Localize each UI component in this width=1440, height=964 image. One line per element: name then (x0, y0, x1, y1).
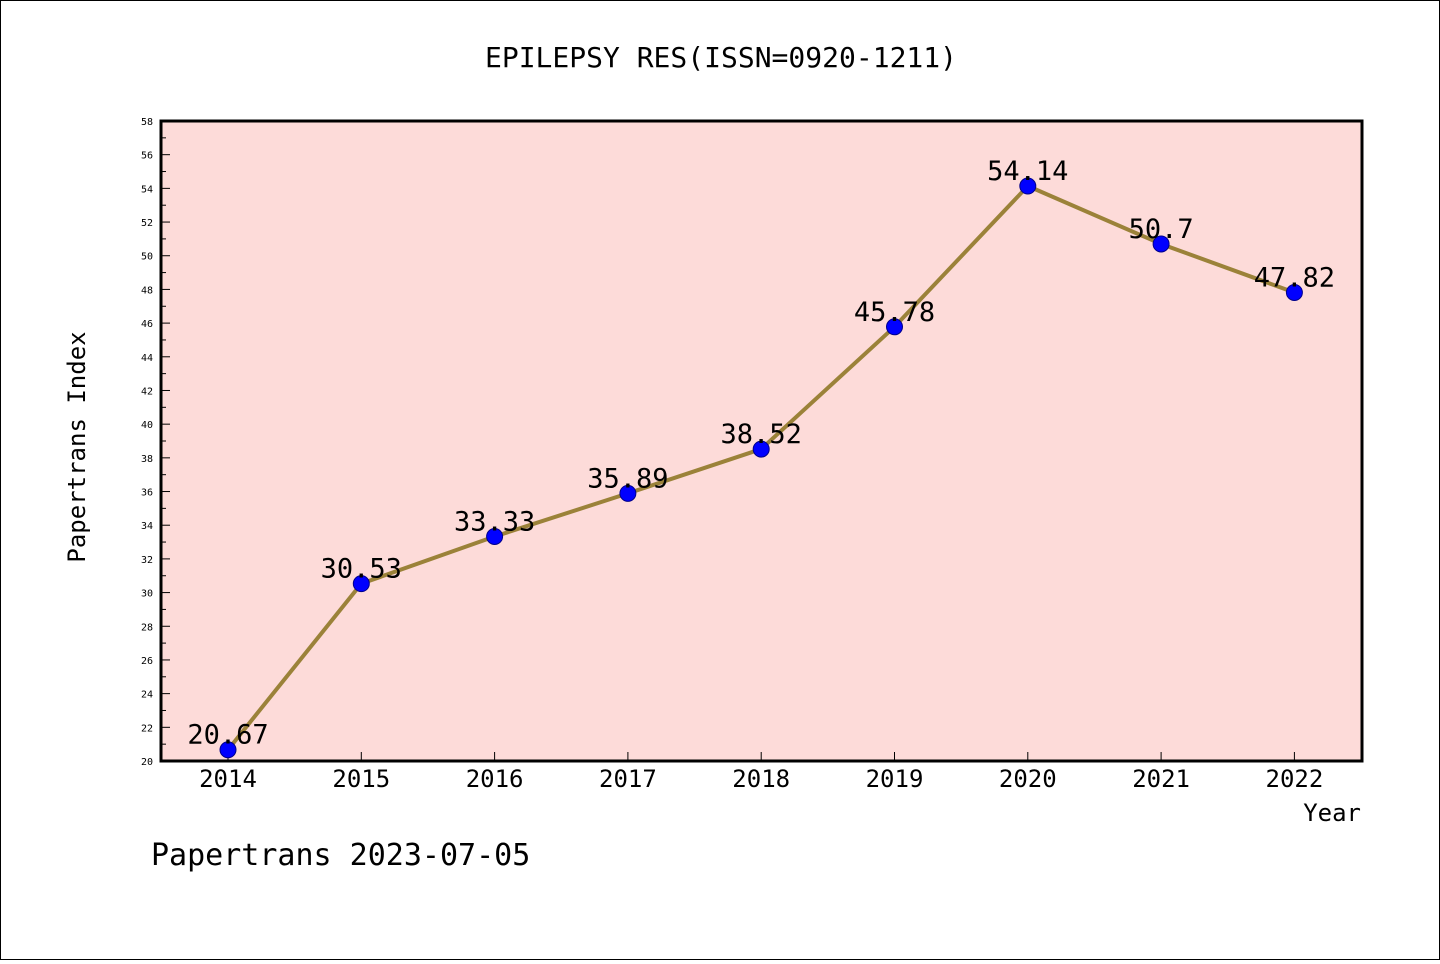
y-tick-label: 48 (141, 285, 153, 296)
data-label: 54.14 (987, 156, 1068, 187)
y-tick-label: 36 (141, 488, 153, 499)
y-tick-label: 22 (141, 723, 153, 734)
y-tick-label: 50 (141, 252, 153, 263)
data-label: 47.82 (1254, 262, 1335, 293)
data-point-marker (219, 741, 237, 759)
data-label: 35.89 (587, 463, 668, 494)
data-point-marker (752, 440, 770, 458)
x-tick-label: 2019 (866, 765, 924, 793)
y-tick-label: 38 (141, 454, 153, 465)
y-tick-label: 30 (141, 589, 153, 600)
data-label: 38.52 (721, 419, 802, 450)
y-tick-label: 52 (141, 218, 153, 229)
y-tick-label: 42 (141, 386, 153, 397)
x-axis-ticks: 2014 2015 2016 2017 2018 2019 2020 2021 2022 (199, 752, 1323, 793)
footer-text: Papertrans 2023-07-05 (151, 838, 530, 873)
data-label: 33.33 (454, 506, 535, 537)
data-point-marker (886, 318, 903, 336)
x-tick-label: 2016 (466, 765, 524, 793)
data-label: 30.53 (321, 554, 402, 585)
y-tick-label: 44 (141, 353, 153, 364)
x-tick-label: 2014 (199, 765, 257, 793)
chart-title: EPILEPSY RES(ISSN=0920-1211) (485, 41, 957, 74)
data-point-marker (1285, 283, 1303, 301)
y-tick-label: 54 (141, 184, 153, 195)
data-point-marker (619, 484, 637, 502)
x-tick-label: 2021 (1132, 765, 1190, 793)
data-label: 45.78 (854, 297, 935, 328)
data-point-marker (1152, 235, 1170, 253)
data-label: 20.67 (187, 720, 268, 751)
y-axis-label: Papertrans Index (63, 331, 91, 562)
x-tick-label: 2015 (332, 765, 390, 793)
data-point-marker (486, 527, 504, 545)
data-point-marker (352, 575, 370, 593)
y-axis-ticks: 20 22 24 26 28 30 32 34 36 38 40 42 44 46 48 50 52 54 56 58 (141, 117, 170, 768)
x-tick-label: 2018 (732, 765, 790, 793)
y-tick-label: 56 (141, 151, 153, 162)
y-tick-label: 24 (141, 690, 153, 701)
data-labels: 20.67 30.53 33.33 35.89 38.52 45.78 54.14 50.7 4… (187, 156, 1335, 751)
y-tick-label: 40 (141, 420, 153, 431)
x-tick-label: 2020 (999, 765, 1057, 793)
data-label: 50.7 (1129, 214, 1194, 245)
data-point-marker (1019, 177, 1037, 195)
y-tick-label: 26 (141, 656, 153, 667)
y-tick-label: 34 (141, 521, 153, 532)
y-tick-label: 28 (141, 622, 153, 633)
data-markers (219, 177, 1303, 759)
y-tick-label: 58 (141, 117, 153, 128)
plot-border (159, 119, 1364, 763)
y-tick-label: 20 (141, 757, 153, 768)
y-tick-label: 32 (141, 555, 153, 566)
x-tick-label: 2022 (1266, 765, 1324, 793)
y-tick-label: 46 (141, 319, 153, 330)
x-axis-label: Year (1303, 799, 1361, 827)
x-tick-label: 2017 (599, 765, 657, 793)
